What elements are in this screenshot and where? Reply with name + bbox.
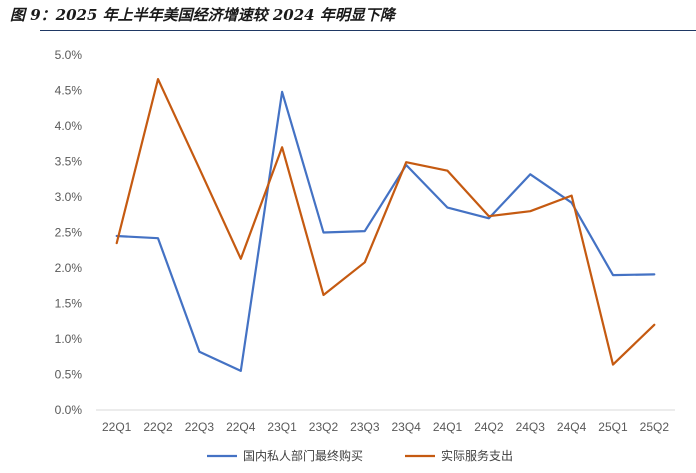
title-divider xyxy=(40,30,696,31)
y-tick-label: 0.5% xyxy=(55,368,83,382)
y-axis: 0.0% 0.5% 1.0% 1.5% 2.0% 2.5% 3.0% 3.5% 4.0% 4.5%… xyxy=(55,48,83,417)
x-tick-label: 22Q1 xyxy=(102,420,132,434)
y-tick-label: 4.5% xyxy=(55,84,83,98)
x-tick-label: 23Q1 xyxy=(267,420,297,434)
legend-label: 实际服务支出 xyxy=(441,448,513,463)
x-axis: 22Q1 22Q2 22Q3 22Q4 23Q1 23Q2 23Q3 23Q4 24Q1 24Q2… xyxy=(96,409,675,434)
y-tick-label: 1.0% xyxy=(55,332,83,346)
y-tick-label: 2.5% xyxy=(55,226,83,240)
x-tick-label: 24Q3 xyxy=(516,420,546,434)
legend-label: 国内私人部门最终购买 xyxy=(243,448,363,463)
x-tick-label: 24Q4 xyxy=(557,420,587,434)
series-line-1 xyxy=(115,90,656,372)
y-tick-label: 0.0% xyxy=(55,403,83,417)
y-tick-label: 5.0% xyxy=(55,48,83,62)
x-tick-label: 24Q2 xyxy=(474,420,504,434)
x-tick-label: 22Q2 xyxy=(143,420,173,434)
x-tick-label: 22Q3 xyxy=(185,420,215,434)
series-line-2 xyxy=(115,77,656,366)
y-tick-label: 1.5% xyxy=(55,297,83,311)
x-tick-label: 23Q2 xyxy=(309,420,339,434)
x-tick-label: 25Q1 xyxy=(598,420,628,434)
figure-title: 图 9：2025 年上半年美国经济增速较 2024 年明显下降 xyxy=(10,6,395,24)
series-layer xyxy=(115,77,656,372)
x-tick-label: 23Q4 xyxy=(391,420,421,434)
x-tick-label: 24Q1 xyxy=(433,420,463,434)
y-tick-label: 3.5% xyxy=(55,155,83,169)
legend: 国内私人部门最终购买 实际服务支出 xyxy=(207,448,513,463)
x-tick-label: 25Q2 xyxy=(640,420,670,434)
y-tick-label: 2.0% xyxy=(55,261,83,275)
y-tick-label: 4.0% xyxy=(55,119,83,133)
x-tick-label: 23Q3 xyxy=(350,420,380,434)
x-tick-label: 22Q4 xyxy=(226,420,256,434)
y-tick-label: 3.0% xyxy=(55,190,83,204)
